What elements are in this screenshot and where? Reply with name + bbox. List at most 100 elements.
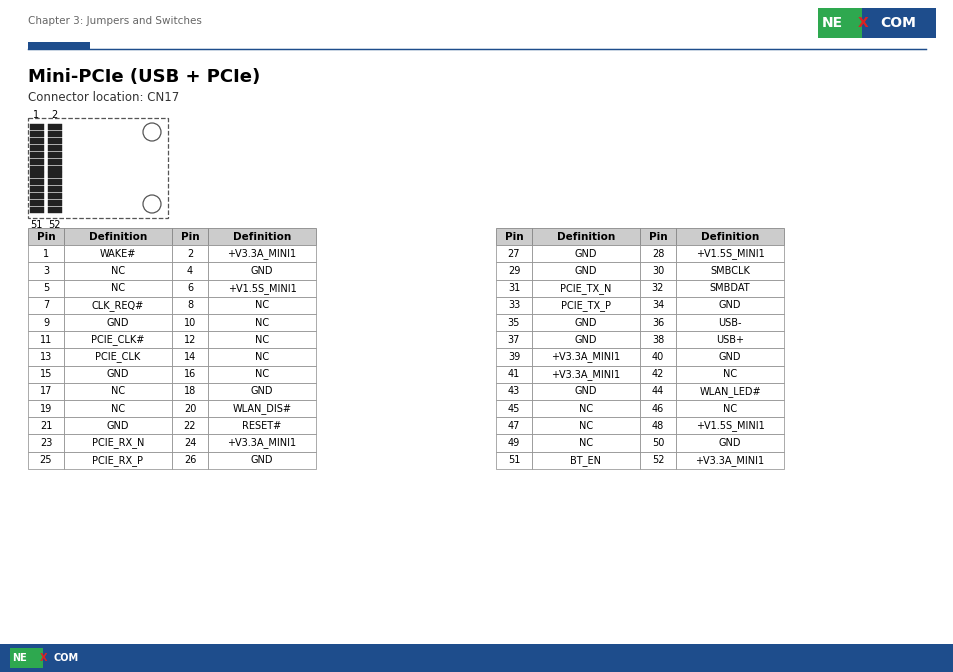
Text: USB-: USB- <box>718 318 741 328</box>
Bar <box>28 434 64 452</box>
Bar <box>208 417 315 434</box>
Bar <box>28 262 64 280</box>
Bar <box>48 165 62 171</box>
Bar <box>532 245 639 262</box>
Bar <box>496 417 532 434</box>
Text: 52: 52 <box>651 455 663 465</box>
Text: Definition: Definition <box>700 232 759 242</box>
Bar <box>28 400 64 417</box>
Bar <box>30 179 44 185</box>
Bar <box>639 434 676 452</box>
Bar <box>30 159 44 165</box>
Text: 40: 40 <box>651 352 663 362</box>
Text: 19: 19 <box>40 404 52 413</box>
Text: 37: 37 <box>507 335 519 345</box>
Bar <box>48 138 62 144</box>
Bar <box>676 434 783 452</box>
Text: 1: 1 <box>43 249 49 259</box>
Bar <box>676 331 783 348</box>
Text: 35: 35 <box>507 318 519 328</box>
Bar <box>676 228 783 245</box>
Bar <box>676 245 783 262</box>
Text: 51: 51 <box>507 455 519 465</box>
Text: +V1.5S_MINI1: +V1.5S_MINI1 <box>695 249 763 259</box>
Bar <box>532 331 639 348</box>
Bar <box>639 280 676 297</box>
Text: 29: 29 <box>507 266 519 276</box>
Text: NC: NC <box>722 404 737 413</box>
Text: 2: 2 <box>187 249 193 259</box>
Text: 26: 26 <box>184 455 196 465</box>
Text: 9: 9 <box>43 318 49 328</box>
Text: Definition: Definition <box>89 232 147 242</box>
Text: +V3.3A_MINI1: +V3.3A_MINI1 <box>551 351 619 362</box>
Bar <box>48 194 62 199</box>
Bar <box>30 200 44 206</box>
Bar <box>48 152 62 158</box>
Text: CLK_REQ#: CLK_REQ# <box>91 300 144 311</box>
Text: X: X <box>40 653 48 663</box>
Bar <box>172 452 208 469</box>
Text: 49: 49 <box>507 438 519 448</box>
Text: GND: GND <box>574 318 597 328</box>
Bar <box>817 8 935 38</box>
Text: +V3.3A_MINI1: +V3.3A_MINI1 <box>227 437 296 448</box>
Text: 39: 39 <box>507 352 519 362</box>
Text: GND: GND <box>718 438 740 448</box>
Text: NC: NC <box>254 300 269 310</box>
Text: NC: NC <box>578 404 593 413</box>
Text: +V3.3A_MINI1: +V3.3A_MINI1 <box>227 249 296 259</box>
Text: 20: 20 <box>184 404 196 413</box>
Bar <box>28 314 64 331</box>
Text: 33: 33 <box>468 651 485 665</box>
Bar <box>64 434 172 452</box>
Text: 43: 43 <box>507 386 519 396</box>
Bar <box>676 400 783 417</box>
Bar <box>64 366 172 383</box>
Text: 45: 45 <box>507 404 519 413</box>
Bar <box>30 124 44 130</box>
Bar <box>172 228 208 245</box>
Text: 6: 6 <box>187 283 193 293</box>
Bar <box>532 262 639 280</box>
Text: NC: NC <box>254 335 269 345</box>
Bar <box>496 383 532 400</box>
Bar <box>48 131 62 137</box>
Text: 41: 41 <box>507 369 519 379</box>
Bar <box>30 144 44 151</box>
Bar <box>208 228 315 245</box>
Text: GND: GND <box>107 421 129 431</box>
Bar <box>64 452 172 469</box>
Bar <box>639 383 676 400</box>
Text: 27: 27 <box>507 249 519 259</box>
Bar <box>496 434 532 452</box>
Bar <box>496 452 532 469</box>
Bar <box>639 417 676 434</box>
Bar <box>48 186 62 192</box>
Bar <box>28 383 64 400</box>
Bar <box>48 200 62 206</box>
Text: Pin: Pin <box>504 232 523 242</box>
Bar <box>532 452 639 469</box>
Text: 31: 31 <box>507 283 519 293</box>
Text: 4: 4 <box>187 266 193 276</box>
Bar <box>208 383 315 400</box>
Bar <box>48 179 62 185</box>
Text: 16: 16 <box>184 369 196 379</box>
Bar <box>496 314 532 331</box>
Bar <box>496 348 532 366</box>
Bar <box>496 280 532 297</box>
Text: SMBCLK: SMBCLK <box>709 266 749 276</box>
Bar <box>28 297 64 314</box>
Text: WLAN_LED#: WLAN_LED# <box>699 386 760 397</box>
Text: 13: 13 <box>40 352 52 362</box>
Bar <box>64 331 172 348</box>
Text: GND: GND <box>574 335 597 345</box>
Bar <box>30 194 44 199</box>
Text: 10: 10 <box>184 318 196 328</box>
Text: 3: 3 <box>43 266 49 276</box>
Bar <box>172 434 208 452</box>
Text: Connector location: CN17: Connector location: CN17 <box>28 91 179 104</box>
Text: NC: NC <box>254 369 269 379</box>
Text: BT_EN: BT_EN <box>570 455 601 466</box>
